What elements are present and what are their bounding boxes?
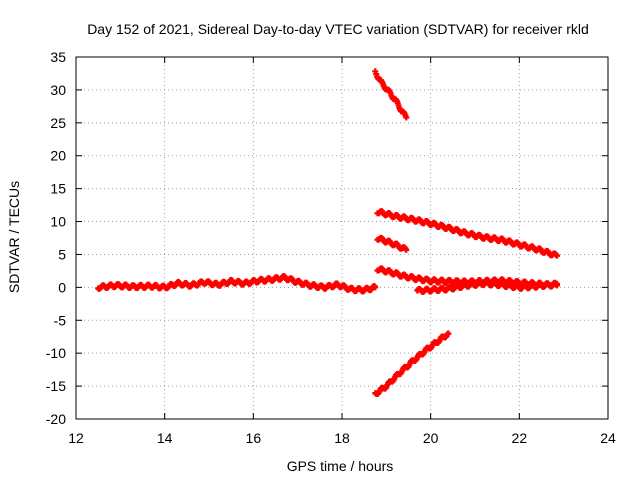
x-tick-label: 16 [246, 430, 262, 446]
data-points [95, 272, 379, 295]
y-tick-label: -20 [46, 411, 66, 427]
x-tick-label: 22 [512, 430, 528, 446]
y-tick-label: 15 [50, 181, 66, 197]
x-tick-label: 12 [68, 430, 84, 446]
y-axis-ticks: -20 -15 -10 -5 0 5 10 15 20 25 30 35 [46, 49, 608, 427]
data-marks [95, 68, 561, 398]
data-points [374, 234, 410, 253]
series-arc-main [95, 272, 379, 295]
y-tick-label: 35 [50, 49, 66, 65]
y-tick-label: 20 [50, 148, 66, 164]
x-tick-label: 18 [334, 430, 350, 446]
data-points [372, 330, 452, 398]
y-tick-label: 10 [50, 214, 66, 230]
y-tick-label: -15 [46, 378, 66, 394]
series-arc-short [374, 234, 410, 253]
x-axis-label: GPS time / hours [287, 458, 394, 474]
data-points [374, 208, 561, 259]
data-points [414, 279, 561, 295]
y-tick-label: 25 [50, 115, 66, 131]
data-points [372, 68, 410, 121]
series-arc-low [414, 279, 561, 295]
x-tick-label: 14 [157, 430, 173, 446]
y-axis-label: SDTVAR / TECUs [6, 181, 22, 293]
y-tick-label: -5 [54, 312, 67, 328]
y-tick-label: -10 [46, 345, 66, 361]
chart-title: Day 152 of 2021, Sidereal Day-to-day VTE… [87, 21, 589, 37]
series-arc-upper [374, 208, 561, 259]
x-axis-ticks: 12 14 16 18 20 22 24 [68, 57, 616, 446]
y-tick-label: 5 [58, 246, 66, 262]
y-tick-label: 0 [58, 279, 66, 295]
series-arc-descend [372, 68, 410, 121]
x-tick-label: 24 [600, 430, 616, 446]
y-tick-label: 30 [50, 82, 66, 98]
x-tick-label: 20 [423, 430, 439, 446]
series-arc-rise [372, 330, 452, 398]
